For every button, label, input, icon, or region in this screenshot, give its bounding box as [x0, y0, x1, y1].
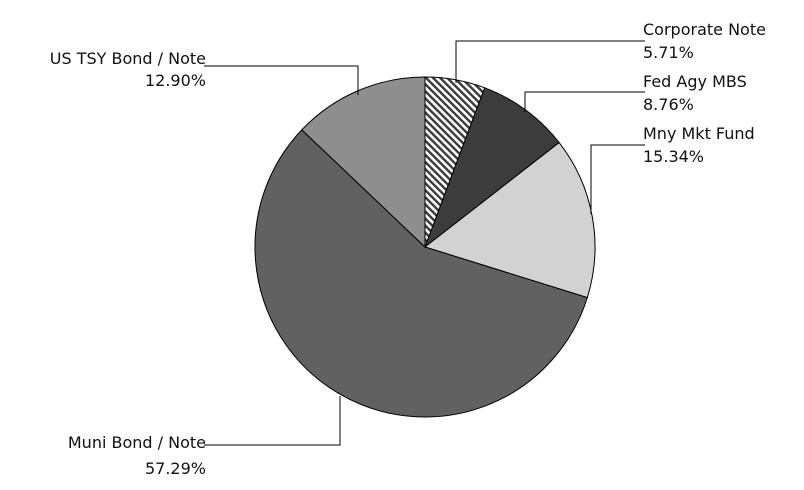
- leader-line-corporate-note: [455, 40, 645, 83]
- slice-value-corporate-note: 5.71%: [643, 43, 694, 62]
- slice-value-fed-agy-mbs: 8.76%: [643, 95, 694, 114]
- leader-lines: [204, 40, 645, 446]
- slice-value-us-tsy-bond-note: 12.90%: [145, 71, 206, 90]
- slice-label-muni-bond-note: Muni Bond / Note: [68, 433, 206, 452]
- slice-value-mny-mkt-fund: 15.34%: [643, 147, 704, 166]
- slice-label-mny-mkt-fund: Mny Mkt Fund: [643, 124, 755, 143]
- leader-line-mny-mkt-fund: [590, 144, 645, 214]
- pie-slice-muni-bond-note: [254, 129, 588, 418]
- leader-line-fed-agy-mbs: [524, 91, 645, 112]
- slice-labels: Corporate Note 5.71% Fed Agy MBS 8.76% Mny M…: [50, 20, 766, 478]
- pie-slices: [254, 76, 596, 418]
- slice-value-muni-bond-note: 57.29%: [145, 459, 206, 478]
- slice-label-fed-agy-mbs: Fed Agy MBS: [643, 72, 747, 91]
- pie-slice-mny-mkt-fund: [423, 141, 596, 299]
- slice-label-us-tsy-bond-note: US TSY Bond / Note: [50, 49, 206, 68]
- pie-slice-fed-agy-mbs: [423, 87, 560, 249]
- slice-label-corporate-note: Corporate Note: [643, 20, 766, 39]
- leader-line-us-tsy-bond-note: [204, 65, 359, 95]
- leader-line-muni-bond-note: [204, 396, 341, 446]
